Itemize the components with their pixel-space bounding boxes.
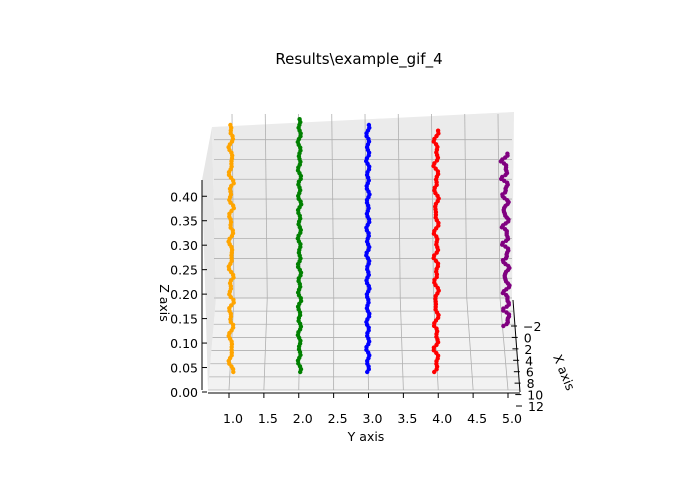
data-points [226, 117, 512, 375]
data-point [504, 310, 509, 315]
side-pane [202, 127, 216, 390]
data-point [229, 303, 234, 308]
data-point [501, 323, 506, 329]
z-tick-label: 0.05 [170, 361, 198, 376]
data-point [500, 240, 505, 245]
z-tick-label: 0.15 [170, 312, 198, 327]
x-tick-label: 10 [527, 388, 543, 403]
x-axis-line [512, 299, 521, 393]
data-point [503, 244, 508, 249]
data-point [228, 122, 233, 128]
grid-line-floor-depth [399, 297, 404, 391]
data-point [501, 306, 506, 311]
data-point [500, 174, 505, 180]
grid-line-floor-depth [466, 297, 474, 391]
z-tick-label: 0.40 [170, 189, 198, 204]
data-point [228, 278, 234, 283]
data-point [366, 122, 372, 128]
z-axis-label: Z axis [157, 284, 172, 322]
data-point [504, 292, 509, 298]
grid-line-back-vertical [331, 113, 335, 299]
x-tick-label: −2 [523, 319, 541, 334]
z-tick-label: 0.10 [170, 336, 198, 351]
data-point [297, 117, 302, 122]
y-tick-label: 2.0 [293, 411, 313, 426]
x-tick-label: 12 [528, 399, 544, 414]
x-tick-label: 0 [524, 330, 532, 345]
y-axis-label: Y axis [347, 429, 385, 444]
grid-line-back-vertical [264, 113, 268, 299]
data-point [435, 128, 441, 133]
data-point [432, 161, 437, 166]
z-tick-label: 0.35 [170, 214, 198, 229]
x-tick-label: 4 [525, 353, 533, 368]
data-point [505, 151, 510, 156]
z-tick-label: 0.00 [170, 385, 198, 400]
grid-line-back-vertical [431, 113, 434, 299]
grid-line-back-vertical [497, 113, 501, 299]
z-tick-label: 0.25 [170, 263, 198, 278]
x-axis-label: X axis [550, 352, 578, 392]
grid-line-back-vertical [397, 113, 401, 299]
data-point [230, 203, 236, 208]
y-tick-label: 3.5 [397, 411, 417, 426]
y-tick-label: 2.5 [328, 411, 348, 426]
y-tick-label: 5.0 [502, 411, 522, 426]
axes-panes [202, 112, 520, 390]
y-tick-label: 3.0 [363, 411, 383, 426]
y-tick-label: 1.0 [223, 411, 243, 426]
floor-pane [208, 298, 520, 390]
x-tick-label: 8 [527, 376, 535, 391]
grid-line-floor-depth [263, 297, 268, 391]
chart-title: Results\example_gif_4 [275, 50, 442, 69]
grid-line-floor-depth [499, 297, 509, 391]
z-tick-label: 0.30 [170, 238, 198, 253]
x-tick-label: 6 [526, 365, 534, 380]
y-tick-label: 4.0 [432, 411, 452, 426]
x-tick-label: 2 [524, 342, 532, 357]
y-tick-label: 1.5 [258, 411, 278, 426]
grid-line-back-vertical [464, 113, 468, 299]
z-tick-label: 0.20 [170, 287, 198, 302]
y-tick-label: 4.5 [467, 411, 487, 426]
data-point [502, 227, 508, 232]
axis-lines: 1.0 1.5 2.0 2.5 3.0 3.5 4.0 4.5 5.0 0.00 0.05 0.10 0… [170, 180, 544, 426]
